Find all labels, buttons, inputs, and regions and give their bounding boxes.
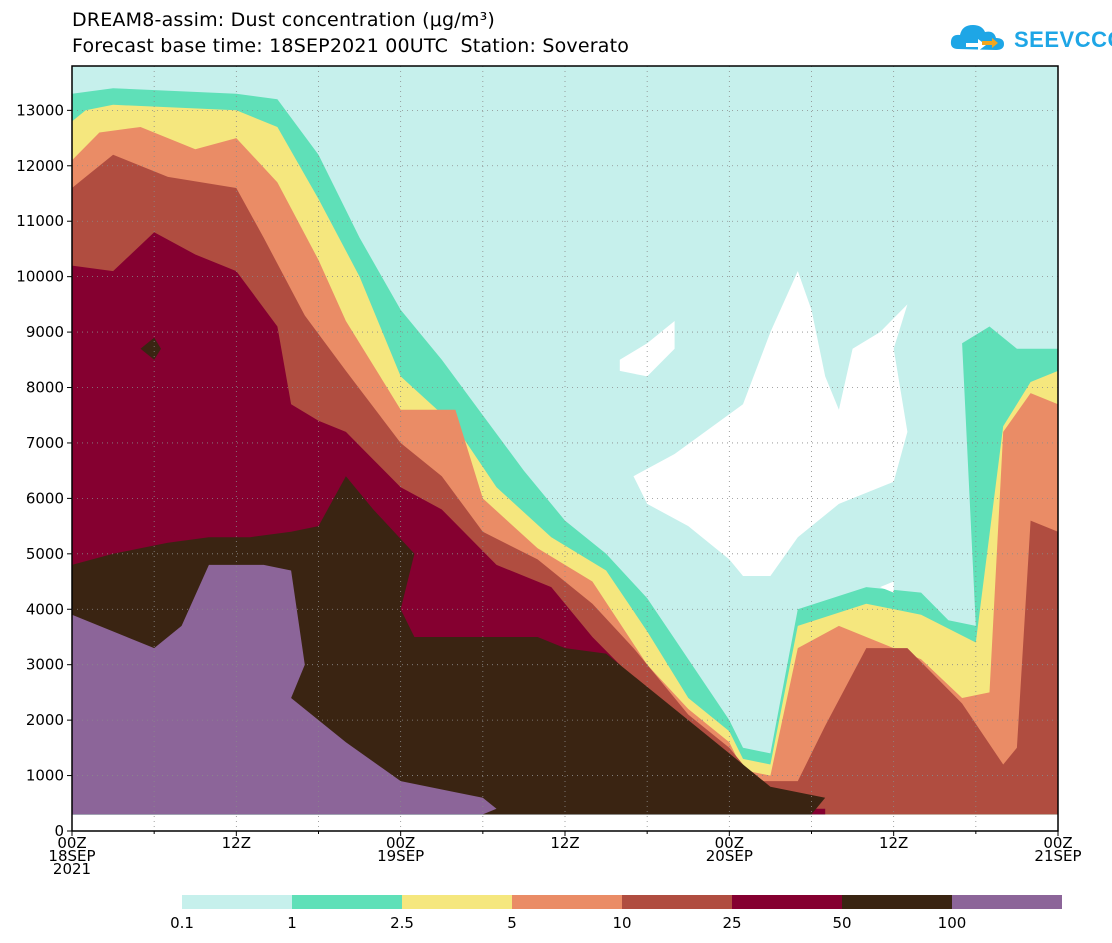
x-tick-label: 00Z — [1043, 834, 1072, 852]
colorbar-label: 0.1 — [170, 914, 194, 932]
y-tick-label: 2000 — [26, 711, 64, 729]
contour-region-6 — [72, 564, 497, 815]
colorbar-label: 10 — [612, 914, 631, 932]
x-tick-label: 00Z — [386, 834, 415, 852]
x-tick-label: 2021 — [53, 860, 91, 878]
y-tick-label: 13000 — [16, 101, 64, 119]
y-tick-label: 9000 — [26, 323, 64, 341]
y-tick-label: 11000 — [16, 212, 64, 230]
colorbar-swatch — [952, 895, 1062, 909]
x-tick-label: 00Z — [715, 834, 744, 852]
x-tick-label: 12Z — [550, 834, 579, 852]
chart-title: DREAM8-assim: Dust concentration (μg/m³) — [72, 9, 496, 31]
colorbar-label: 5 — [507, 914, 517, 932]
x-tick-label: 12Z — [222, 834, 251, 852]
logo-text: SEEVCCC — [1014, 27, 1112, 52]
colorbar-swatch — [842, 895, 952, 909]
y-tick-label: 5000 — [26, 545, 64, 563]
colorbar-label: 25 — [722, 914, 741, 932]
x-tick-label: 12Z — [879, 834, 908, 852]
colorbar-label: 100 — [938, 914, 967, 932]
contour-region-8 — [140, 337, 161, 360]
x-tick-label: 20SEP — [706, 847, 753, 865]
colorbar-swatch — [402, 895, 512, 909]
chart-subtitle: Forecast base time: 18SEP2021 00UTC Stat… — [72, 35, 630, 57]
colorbar-label: 50 — [832, 914, 851, 932]
colorbar-swatch — [512, 895, 622, 909]
x-tick-label: 18SEP — [48, 847, 95, 865]
cloud-icon — [950, 25, 1004, 51]
y-tick-label: 6000 — [26, 489, 64, 507]
contour-region-9 — [633, 271, 908, 576]
contour-region-7 — [140, 503, 196, 538]
y-tick-label: 8000 — [26, 379, 64, 397]
y-tick-label: 0 — [54, 822, 64, 840]
contour-region-10 — [619, 321, 675, 377]
colorbar-swatch — [732, 895, 842, 909]
seevccc-logo: SEEVCCC — [948, 19, 1112, 59]
y-tick-label: 1000 — [26, 767, 64, 785]
y-tick-label: 7000 — [26, 434, 64, 452]
x-tick-label: 00Z — [57, 834, 86, 852]
y-tick-label: 12000 — [16, 157, 64, 175]
y-tick-label: 4000 — [26, 600, 64, 618]
colorbar-swatch — [292, 895, 402, 909]
x-tick-label: 19SEP — [377, 847, 424, 865]
y-tick-label: 10000 — [16, 268, 64, 286]
x-tick-label: 21SEP — [1034, 847, 1081, 865]
colorbar-swatch — [182, 895, 292, 909]
colorbar-swatch — [622, 895, 732, 909]
contour-region-11 — [880, 581, 894, 593]
colorbar-label: 1 — [287, 914, 297, 932]
colorbar-label: 2.5 — [390, 914, 414, 932]
no-data-band — [72, 815, 1058, 831]
y-tick-label: 3000 — [26, 656, 64, 674]
